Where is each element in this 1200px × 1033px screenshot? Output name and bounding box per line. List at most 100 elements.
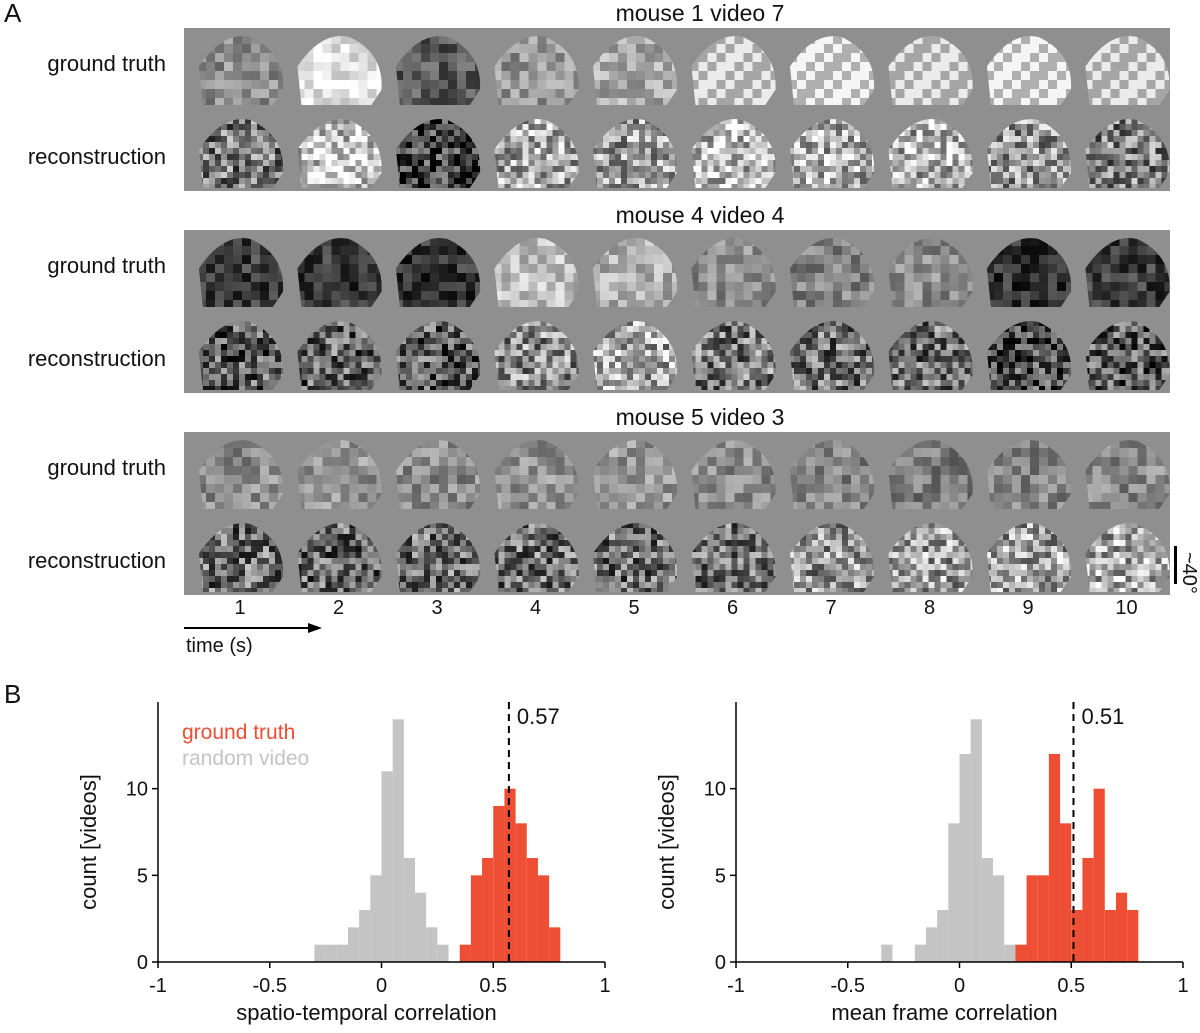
- reconstruction-frame: [987, 321, 1072, 390]
- y-tick-label: 10: [126, 779, 148, 801]
- row-label-reconstruction: reconstruction: [27, 346, 166, 371]
- histogram-bar-ground-truth: [504, 788, 516, 962]
- ground-truth-frame: [691, 36, 776, 105]
- frame-images: [199, 440, 1170, 592]
- reconstruction-frame: [691, 321, 776, 390]
- reconstruction-frame: [494, 119, 579, 188]
- ground-truth-frame: [396, 440, 481, 509]
- histogram-bar-random-video: [347, 927, 360, 962]
- histogram-bar-random-video: [959, 754, 971, 962]
- histogram-bar-random-video: [948, 823, 960, 962]
- ground-truth-frame: [691, 238, 776, 307]
- frame-images: [199, 36, 1170, 188]
- reconstruction-frame: [396, 321, 481, 390]
- x-tick-label: -0.5: [831, 975, 865, 997]
- x-tick-label: 0: [376, 975, 387, 997]
- ground-truth-frame: [199, 238, 284, 307]
- ground-truth-frame: [297, 238, 382, 307]
- reconstruction-frame: [691, 119, 776, 188]
- ground-truth-frame: [888, 36, 973, 105]
- x-tick-label: -1: [727, 975, 745, 997]
- reconstruction-frame: [297, 321, 382, 390]
- ground-truth-frame: [987, 238, 1072, 307]
- x-tick-label: 0.5: [479, 975, 507, 997]
- ground-truth-frame: [987, 36, 1072, 105]
- histogram-bar-ground-truth: [1115, 892, 1128, 962]
- time-tick-label: 4: [529, 597, 542, 619]
- row-label-ground-truth: ground truth: [47, 455, 166, 480]
- x-tick-label: 1: [1177, 975, 1188, 997]
- ground-truth-frame: [790, 36, 875, 105]
- y-tick-label: 5: [137, 865, 148, 887]
- x-axis-label: mean frame correlation: [831, 1000, 1057, 1025]
- histogram-bar-ground-truth: [1071, 910, 1083, 962]
- histogram-bar-random-video: [426, 927, 438, 962]
- reconstruction-frame: [494, 321, 579, 390]
- reconstruction-frame: [199, 321, 284, 390]
- ground-truth-frame: [297, 36, 382, 105]
- row-label-ground-truth: ground truth: [47, 253, 166, 278]
- time-axis-label: time (s): [186, 635, 253, 657]
- ground-truth-frame: [199, 440, 284, 509]
- ground-truth-frame: [593, 238, 678, 307]
- time-tick-label: 9: [1022, 597, 1034, 619]
- histogram-bar-ground-truth: [470, 875, 483, 962]
- y-tick-label: 0: [137, 952, 148, 974]
- x-tick-label: -0.5: [253, 975, 287, 997]
- reconstruction-frame: [297, 523, 382, 592]
- y-tick-label: 0: [715, 952, 726, 974]
- reconstruction-frame: [790, 119, 875, 188]
- histogram-bar-ground-truth: [537, 875, 550, 962]
- median-label: 0.57: [517, 704, 560, 729]
- histogram-bar-ground-truth: [1082, 858, 1094, 962]
- scale-bar: [1174, 546, 1177, 584]
- ground-truth-frame: [396, 36, 481, 105]
- histogram-bar-ground-truth: [526, 858, 538, 962]
- y-tick-label: 5: [715, 865, 726, 887]
- histogram-bar-random-video: [981, 858, 994, 962]
- ground-truth-frame: [494, 440, 579, 509]
- time-tick-label: 7: [825, 597, 837, 619]
- histogram-bar-random-video: [937, 910, 949, 962]
- scale-bar-label: ~40°: [1178, 552, 1200, 594]
- histogram-bar-random-video: [925, 927, 938, 962]
- group-title: mouse 4 video 4: [615, 202, 785, 228]
- histogram-bar-random-video: [325, 944, 337, 962]
- histogram-bar-ground-truth: [459, 944, 471, 962]
- reconstruction-frame: [593, 523, 678, 592]
- reconstruction-frame: [987, 119, 1072, 188]
- histogram-bar-random-video: [970, 719, 982, 962]
- histogram-bar-random-video: [336, 944, 348, 962]
- histogram-bar-ground-truth: [1048, 754, 1061, 962]
- legend-random-video: random video: [182, 747, 309, 770]
- row-label-ground-truth: ground truth: [47, 51, 166, 76]
- frame-images: [199, 238, 1170, 390]
- reconstruction-frame: [494, 523, 579, 592]
- reconstruction-frame: [790, 321, 875, 390]
- histogram-bar-ground-truth: [493, 806, 505, 962]
- histogram-bar-random-video: [403, 858, 416, 962]
- y-axis-label: count [videos]: [654, 774, 679, 910]
- time-tick-label: 10: [1115, 597, 1138, 619]
- time-tick-label: 8: [923, 597, 936, 619]
- histogram-bar-ground-truth: [1060, 823, 1072, 962]
- reconstruction-frame: [1085, 321, 1170, 390]
- histogram-bar-random-video: [314, 944, 326, 962]
- histogram-bar-random-video: [914, 944, 926, 962]
- histogram-bar-ground-truth: [1093, 788, 1105, 962]
- histogram-bar-ground-truth: [1127, 910, 1139, 962]
- time-tick-label: 6: [726, 597, 739, 619]
- y-tick-label: 10: [704, 779, 726, 801]
- ground-truth-frame: [888, 238, 973, 307]
- reconstruction-frame: [593, 321, 678, 390]
- histogram-bar-ground-truth: [1037, 875, 1049, 962]
- ground-truth-frame: [987, 440, 1072, 509]
- histogram-bar-random-video: [392, 719, 404, 962]
- reconstruction-frame: [1085, 523, 1170, 592]
- panel-b-letter: B: [4, 679, 22, 709]
- histogram-bar-ground-truth: [515, 823, 527, 962]
- x-axis-label: spatio-temporal correlation: [236, 1000, 496, 1025]
- time-tick-label: 1: [234, 597, 246, 619]
- reconstruction-frame: [199, 523, 284, 592]
